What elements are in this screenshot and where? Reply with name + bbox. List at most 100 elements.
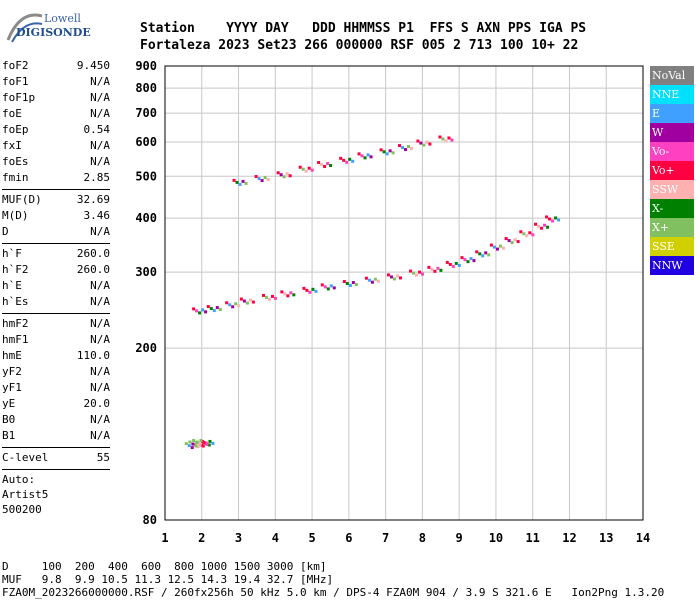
echo-point (218, 308, 222, 312)
echo-point (191, 442, 195, 446)
echo-point (475, 250, 479, 254)
echo-point (231, 305, 235, 309)
echo-point (260, 179, 264, 183)
echo-point (519, 230, 523, 234)
echo-point (428, 142, 432, 146)
legend-item-e: E (650, 104, 694, 123)
param-value: N/A (90, 225, 110, 238)
echo-point (207, 443, 211, 447)
echo-point (234, 302, 238, 306)
legend-item-xplus: X+ (650, 218, 694, 237)
echo-point (270, 294, 274, 298)
echo-point (273, 296, 277, 300)
legend-item-voplus: Vo+ (650, 161, 694, 180)
y-tick-label: 400 (135, 211, 157, 225)
echo-point (304, 169, 308, 173)
echo-point (245, 301, 249, 305)
logo-text-lowell: Lowell (44, 12, 81, 25)
x-tick-label: 10 (489, 531, 503, 545)
echo-point (436, 266, 440, 270)
legend: NoVal NNE E W Vo- Vo+ SSW X- X+ SSE NNW (650, 66, 694, 275)
legend-item-noval: NoVal (650, 66, 694, 85)
echo-point (228, 303, 232, 307)
echo-point (323, 165, 327, 169)
echo-point (425, 140, 429, 144)
echo-point (416, 139, 420, 143)
echo-point (307, 166, 311, 170)
echo-point (195, 309, 199, 313)
plot-frame (164, 65, 644, 521)
echo-point (314, 289, 318, 293)
echo-point (199, 438, 203, 442)
parameter-panel: foF2 9.450 foF1 N/A foF1p N/A foE N/A foEp 0.54 fx… (2, 58, 110, 517)
legend-item-vominus: Vo- (650, 142, 694, 161)
echo-point (198, 442, 202, 446)
echo-point (238, 182, 242, 186)
param-row-mufd: MUF(D) 32.69 (2, 192, 110, 208)
echo-point (187, 444, 191, 448)
echo-point (241, 179, 245, 183)
param-label: yE (2, 397, 16, 410)
param-value: 2.85 (83, 171, 111, 184)
echo-point (354, 283, 358, 287)
echo-point (548, 217, 552, 221)
param-label: B1 (2, 429, 16, 442)
param-row-yf2: yF2 N/A (2, 364, 110, 380)
param-label: foF1 (2, 75, 29, 88)
echo-point (495, 247, 499, 251)
param-label: foEp (2, 123, 29, 136)
echo-point (489, 243, 493, 247)
echo-point (513, 238, 517, 242)
footer: D 100 200 400 600 800 1000 1500 3000 [km… (2, 560, 664, 599)
echo-point (441, 137, 445, 141)
x-tick-label: 7 (382, 531, 389, 545)
echo-point (345, 160, 349, 164)
echo-point (232, 178, 236, 182)
param-row-fof1p: foF1p N/A (2, 90, 110, 106)
param-row-hmf2: hmF2 N/A (2, 316, 110, 332)
echo-point (280, 290, 284, 294)
legend-item-sse: SSE (650, 237, 694, 256)
echo-point (501, 246, 505, 250)
echo-point (545, 215, 549, 219)
echo-point (454, 261, 458, 265)
param-row-fxi: fxI N/A (2, 138, 110, 154)
echo-point (211, 441, 215, 445)
echo-point (288, 174, 292, 178)
param-row-hmf1: hmF1 N/A (2, 332, 110, 348)
param-value: 110.0 (76, 349, 110, 362)
echo-point (516, 240, 520, 244)
echo-point (510, 241, 514, 245)
echo-point (285, 172, 289, 176)
echo-point (370, 280, 374, 284)
y-tick-label: 900 (135, 59, 157, 73)
echo-point (392, 277, 396, 281)
echo-point (251, 300, 255, 304)
echo-point (201, 308, 205, 312)
echo-point (225, 301, 229, 305)
echo-point (472, 259, 476, 263)
echo-point (415, 273, 419, 277)
param-value: N/A (90, 279, 110, 292)
echo-point (438, 135, 442, 139)
echo-point (388, 149, 392, 153)
auto-label: Auto: (2, 473, 36, 486)
echo-point (302, 286, 306, 290)
param-row-hf2: h`F2 260.0 (2, 262, 110, 278)
footer-distance-row: D 100 200 400 600 800 1000 1500 3000 [km… (2, 560, 327, 573)
param-value: N/A (90, 365, 110, 378)
param-value: N/A (90, 155, 110, 168)
echo-point (385, 152, 389, 156)
param-group-critical-freqs: foF2 9.450 foF1 N/A foF1p N/A foE N/A foEp 0.54 fx… (2, 58, 110, 186)
param-row-foep: foEp 0.54 (2, 122, 110, 138)
x-tick-label: 12 (562, 531, 576, 545)
legend-item-xminus: X- (650, 199, 694, 218)
echo-point (360, 154, 364, 158)
param-label: foF1p (2, 91, 36, 104)
echo-point (487, 253, 491, 257)
echo-point (190, 446, 194, 450)
echo-point (546, 225, 550, 229)
param-label: hmF1 (2, 333, 29, 346)
y-tick-label: 600 (135, 135, 157, 149)
logo-arc-icon (6, 13, 43, 43)
